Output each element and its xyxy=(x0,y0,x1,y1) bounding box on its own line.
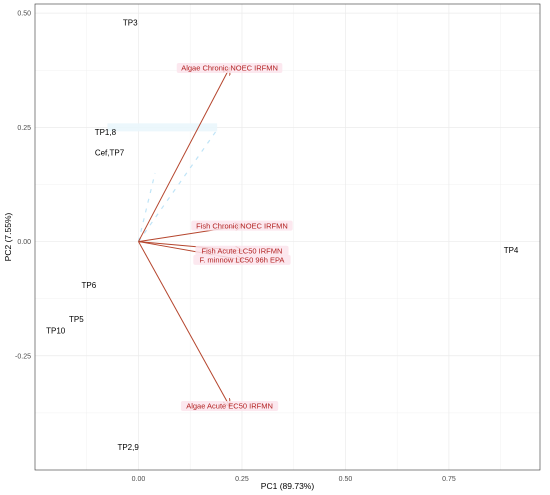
sample-point-label: TP6 xyxy=(81,281,96,290)
loading-label-bg xyxy=(193,254,291,265)
loading-label: Algae Chronic NOEC IRFMN xyxy=(181,64,278,73)
x-tick-label: 0.50 xyxy=(339,476,353,483)
axis-ticks: 0.00 0.25 0.50 0.75 -0.25 0.00 0.25 0.50 xyxy=(15,11,456,483)
sample-point-label: TP2,9 xyxy=(117,443,139,452)
sample-point-label: TP5 xyxy=(69,315,84,324)
loading-label-bg xyxy=(176,62,283,73)
sample-point-label: TP4 xyxy=(504,246,519,255)
y-tick-label: -0.25 xyxy=(15,353,31,360)
x-axis-title: PC1 (89.73%) xyxy=(261,481,315,491)
loading-vector xyxy=(138,241,229,406)
loading-label: Fish Chronic NOEC IRFMN xyxy=(196,221,288,230)
loading-vector xyxy=(138,68,229,242)
loading-vectors: Algae Chronic NOEC IRFMN Fish Chronic NOE… xyxy=(138,62,293,412)
faint-loadings xyxy=(107,123,218,242)
x-tick-label: 0.00 xyxy=(132,476,146,483)
grid-lines xyxy=(35,4,540,470)
panel-border xyxy=(34,3,541,471)
faint-label-box xyxy=(107,123,218,132)
faint-loading-vector xyxy=(137,172,156,242)
y-axis-title: PC2 (7.55%) xyxy=(3,213,13,262)
y-tick-label: 0.00 xyxy=(17,239,31,246)
sample-point-label: TP1,8 xyxy=(95,128,117,137)
x-tick-label: 0.75 xyxy=(442,476,456,483)
y-tick-label: 0.50 xyxy=(17,11,31,18)
loading-label: F. minnow LC50 96h EPA xyxy=(200,256,285,265)
loading-label: Algae Acute EC50 IRFMN xyxy=(186,402,273,411)
sample-point-label: TP3 xyxy=(123,18,138,27)
loading-label-bg xyxy=(195,245,289,256)
x-tick-label: 0.25 xyxy=(235,476,249,483)
sample-point-label: TP10 xyxy=(46,327,66,336)
loading-label-bg xyxy=(191,220,293,231)
faint-loading-vector xyxy=(137,129,218,242)
sample-point-label: Cef,TP7 xyxy=(95,148,125,157)
y-tick-label: 0.25 xyxy=(17,125,31,132)
loading-label: Fish Acute LC50 IRFMN xyxy=(202,246,283,255)
loading-label-bg xyxy=(180,401,279,412)
